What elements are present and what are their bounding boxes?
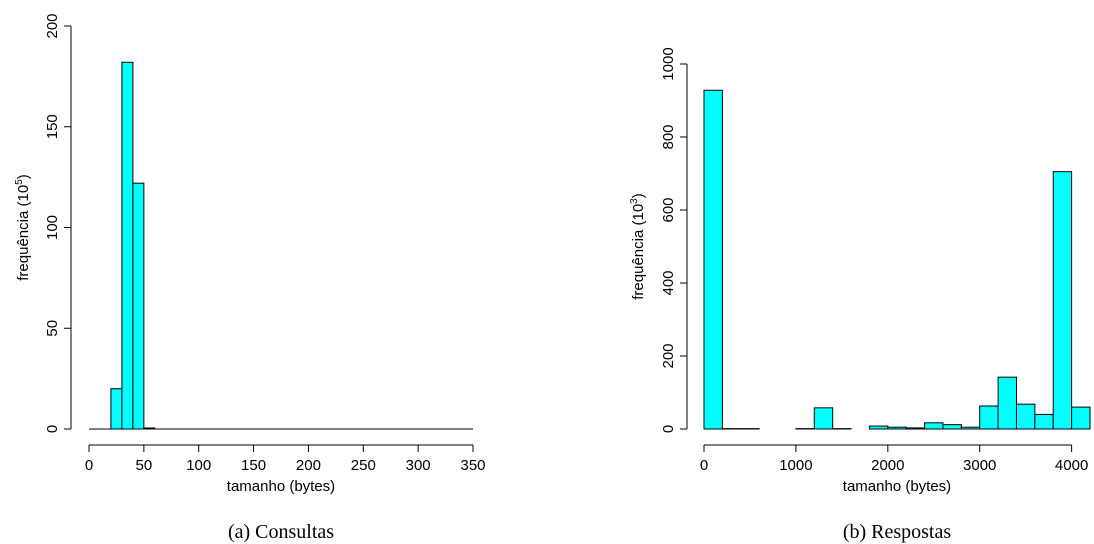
histogram-bar-19 (1052, 171, 1073, 430)
y-axis-label: frequência (103) (629, 193, 647, 299)
y-tick-label: 1000 (660, 47, 677, 80)
y-tick-label: 200 (44, 13, 61, 38)
histogram-bar-2 (132, 182, 145, 430)
histogram-bar-6 (813, 407, 834, 430)
histogram-bar-0 (703, 89, 723, 430)
y-tick-label: 200 (660, 343, 677, 368)
y-ticks: 0 50 100 150 200 (44, 13, 71, 433)
y-axis-label-base: frequência (10 (630, 204, 647, 300)
y-tick-label: 800 (660, 124, 677, 149)
x-tick-label: 0 (85, 457, 93, 474)
y-axis-label-base: frequência (10 (15, 185, 32, 281)
histogram-bar-18 (1034, 413, 1054, 430)
x-tick-label: 250 (351, 457, 376, 474)
histogram-bar-15 (979, 405, 999, 430)
histogram-bar-11 (905, 427, 926, 430)
histogram-bar-13 (942, 424, 962, 430)
y-ticks: 0 200 400 600 800 1000 (660, 47, 687, 433)
x-tick-label: 50 (136, 457, 153, 474)
y-tick-label: 50 (44, 320, 61, 337)
x-tick-label: 150 (241, 457, 266, 474)
bars-respostas (703, 89, 1091, 430)
x-tick-label: 1000 (779, 457, 812, 474)
y-tick-label: 100 (44, 215, 61, 240)
x-tick-label: 300 (406, 457, 431, 474)
x-tick-label: 100 (186, 457, 211, 474)
y-axis-label: frequência (105) (14, 174, 32, 280)
y-tick-label: 400 (660, 270, 677, 295)
y-tick-label: 600 (660, 197, 677, 222)
x-tick-label: 350 (460, 457, 485, 474)
x-ticks: 0 50 100 150 200 250 300 350 (85, 445, 486, 474)
x-tick-label: 2000 (871, 457, 904, 474)
y-tick-label: 150 (44, 114, 61, 139)
histogram-bar-17 (1015, 403, 1036, 430)
bars-consultas (110, 61, 156, 430)
caption-respostas: (b) Respostas (843, 521, 952, 543)
y-tick-label: 0 (660, 425, 677, 433)
histogram-consultas: 0 50 100 150 200 0 50 100 150 200 250 300 350 taman… (14, 13, 486, 543)
caption-consultas: (a) Consultas (228, 521, 334, 543)
y-axis-label-end: ) (15, 174, 32, 179)
y-axis-label-end: ) (630, 193, 647, 198)
x-axis-label: tamanho (bytes) (227, 478, 335, 495)
y-tick-label: 0 (44, 425, 61, 433)
x-ticks: 0 1000 2000 3000 4000 (700, 445, 1088, 474)
histogram-bar-0 (110, 388, 123, 430)
histogram-bar-9 (868, 425, 889, 430)
histogram-bar-10 (887, 426, 907, 430)
x-tick-label: 200 (296, 457, 321, 474)
x-tick-label: 0 (700, 457, 708, 474)
histogram-bar-20 (1071, 406, 1091, 430)
x-tick-label: 3000 (963, 457, 996, 474)
y-axis-label-exponent: 3 (629, 198, 640, 204)
histogram-bar-16 (997, 376, 1017, 430)
histogram-respostas: 0 200 400 600 800 1000 0 1000 2000 3000 4000 tama… (629, 47, 1091, 543)
histogram-bar-14 (960, 426, 981, 430)
y-axis-label-exponent: 5 (14, 179, 25, 185)
histogram-bar-12 (924, 422, 944, 430)
histogram-bar-1 (121, 61, 134, 430)
x-tick-label: 4000 (1055, 457, 1088, 474)
x-axis-label: tamanho (bytes) (843, 478, 951, 495)
